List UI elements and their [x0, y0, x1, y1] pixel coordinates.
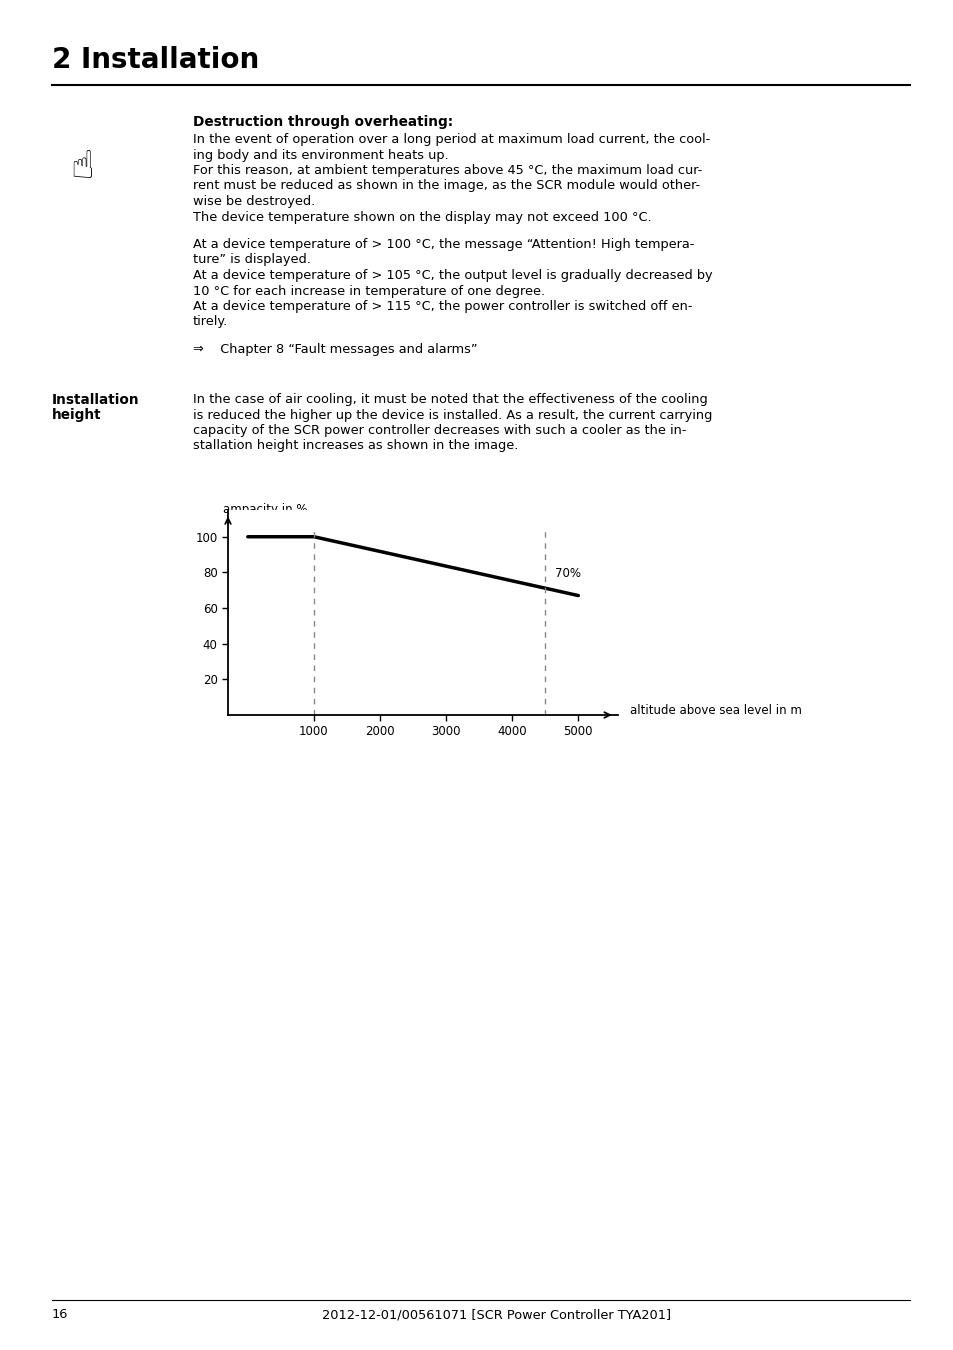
Text: 2 Installation: 2 Installation: [52, 46, 259, 74]
Text: 2012-12-01/00561071 [SCR Power Controller TYA201]: 2012-12-01/00561071 [SCR Power Controlle…: [322, 1308, 671, 1322]
Text: The device temperature shown on the display may not exceed 100 °C.: The device temperature shown on the disp…: [193, 211, 651, 224]
Text: For this reason, at ambient temperatures above 45 °C, the maximum load cur-: For this reason, at ambient temperatures…: [193, 163, 701, 177]
Text: capacity of the SCR power controller decreases with such a cooler as the in-: capacity of the SCR power controller dec…: [193, 424, 686, 437]
Text: altitude above sea level in m: altitude above sea level in m: [629, 703, 801, 717]
Text: ☝: ☝: [71, 148, 93, 186]
Text: 16: 16: [52, 1308, 69, 1322]
Text: 10 °C for each increase in temperature of one degree.: 10 °C for each increase in temperature o…: [193, 285, 544, 297]
Text: stallation height increases as shown in the image.: stallation height increases as shown in …: [193, 440, 517, 452]
Text: is reduced the higher up the device is installed. As a result, the current carry: is reduced the higher up the device is i…: [193, 409, 712, 421]
Text: Destruction through overheating:: Destruction through overheating:: [193, 115, 453, 130]
Text: 70%: 70%: [555, 567, 580, 579]
Text: Installation: Installation: [52, 393, 139, 406]
Text: height: height: [52, 409, 102, 423]
Text: At a device temperature of > 115 °C, the power controller is switched off en-: At a device temperature of > 115 °C, the…: [193, 300, 692, 313]
Text: ampacity in %: ampacity in %: [223, 504, 307, 516]
Text: At a device temperature of > 105 °C, the output level is gradually decreased by: At a device temperature of > 105 °C, the…: [193, 269, 712, 282]
Text: ing body and its environment heats up.: ing body and its environment heats up.: [193, 148, 448, 162]
Text: tirely.: tirely.: [193, 316, 228, 328]
Text: In the case of air cooling, it must be noted that the effectiveness of the cooli: In the case of air cooling, it must be n…: [193, 393, 707, 406]
Text: ture” is displayed.: ture” is displayed.: [193, 254, 311, 266]
Text: ⇒    Chapter 8 “Fault messages and alarms”: ⇒ Chapter 8 “Fault messages and alarms”: [193, 343, 477, 356]
Text: wise be destroyed.: wise be destroyed.: [193, 194, 314, 208]
Text: In the event of operation over a long period at maximum load current, the cool-: In the event of operation over a long pe…: [193, 134, 709, 146]
Text: At a device temperature of > 100 °C, the message “Attention! High tempera-: At a device temperature of > 100 °C, the…: [193, 238, 694, 251]
Text: rent must be reduced as shown in the image, as the SCR module would other-: rent must be reduced as shown in the ima…: [193, 180, 700, 193]
